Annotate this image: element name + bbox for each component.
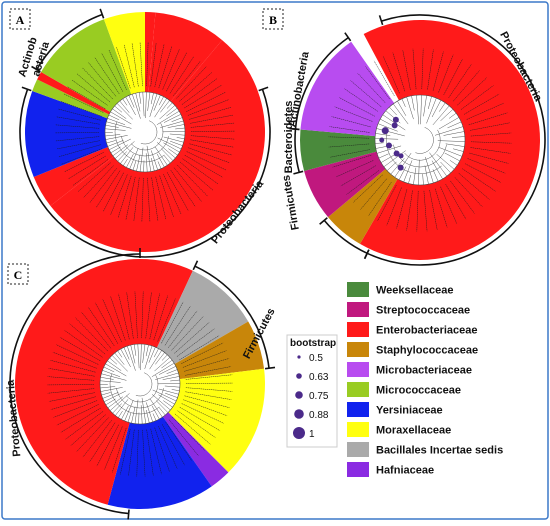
panel-a-label: A bbox=[16, 13, 25, 27]
bootstrap-value: 0.63 bbox=[309, 372, 329, 383]
legend-swatch bbox=[347, 302, 369, 317]
panel-c: C Proteobacteria Firmicutes bbox=[5, 248, 278, 519]
legend-label: Moraxellaceae bbox=[376, 425, 451, 437]
panel-b-bootstrap-node bbox=[399, 153, 404, 158]
bootstrap-circle bbox=[295, 391, 303, 399]
legend-label: Staphylococcaceae bbox=[376, 345, 478, 357]
bootstrap-circle bbox=[293, 427, 305, 439]
legend-label: Yersiniaceae bbox=[376, 405, 443, 417]
legend-label: Bacillales Incertae sedis bbox=[376, 445, 503, 457]
bootstrap-legend: bootstrap 0.5 0.63 0.75 0.88 1 bbox=[287, 335, 337, 447]
legend-swatch bbox=[347, 282, 369, 297]
legend-label: Streptococcaceae bbox=[376, 305, 470, 317]
legend-swatch bbox=[347, 402, 369, 417]
panel-b-bootstrap-node bbox=[393, 117, 399, 123]
panel-b: B Actinobacteria Proteobacteria Bacteroi… bbox=[263, 9, 545, 265]
legend-swatch bbox=[347, 442, 369, 457]
panel-b-bootstrap-node bbox=[382, 127, 389, 134]
legend-swatch bbox=[347, 322, 369, 337]
panel-b-clade-bracket bbox=[295, 129, 299, 172]
bootstrap-value: 1 bbox=[309, 429, 315, 440]
panel-b-bootstrap-node bbox=[398, 165, 404, 171]
panel-b-clade-firmicutes: Firmicutes bbox=[280, 174, 301, 231]
legend-swatch bbox=[347, 422, 369, 437]
legend-label: Microbacteriaceae bbox=[376, 365, 472, 377]
panel-c-tree-core bbox=[100, 344, 180, 424]
bootstrap-value: 0.75 bbox=[309, 391, 329, 402]
legend-label: Weeksellaceae bbox=[376, 285, 453, 297]
bootstrap-title: bootstrap bbox=[290, 338, 336, 349]
panel-a-clade-bracket-tick bbox=[100, 9, 103, 18]
legend-swatch bbox=[347, 342, 369, 357]
bootstrap-value: 0.5 bbox=[309, 353, 323, 364]
bootstrap-value: 0.88 bbox=[309, 410, 329, 421]
legend-swatch bbox=[347, 362, 369, 377]
family-legend: Weeksellaceae Streptococcaceae Enterobacte… bbox=[347, 282, 503, 477]
panel-a-tree-core bbox=[105, 92, 185, 172]
panel-b-bootstrap-node bbox=[392, 122, 398, 128]
legend-label: Micrococcaceae bbox=[376, 385, 461, 397]
panel-c-clade-bracket-tick bbox=[128, 510, 129, 520]
bootstrap-circle bbox=[294, 409, 304, 419]
panel-c-label: C bbox=[14, 268, 23, 282]
panel-b-bootstrap-node bbox=[379, 138, 384, 143]
bootstrap-circle bbox=[296, 373, 302, 379]
panel-b-bootstrap-node bbox=[386, 142, 392, 148]
panel-c-tree bbox=[10, 248, 275, 519]
panel-a: A Actinob acteria Proteobacteria bbox=[10, 9, 270, 257]
legend-label: Hafniaceae bbox=[376, 465, 434, 477]
panel-b-clade-bacteroidetes: Bacteroidetes bbox=[283, 101, 295, 174]
legend-label: Enterobacteriaceae bbox=[376, 325, 478, 337]
legend-swatch bbox=[347, 462, 369, 477]
legend-swatch bbox=[347, 382, 369, 397]
panel-b-tree-core bbox=[375, 95, 465, 185]
bootstrap-circle bbox=[297, 355, 300, 358]
panel-c-clade-bracket-tick bbox=[265, 367, 275, 368]
panel-c-clade-bracket-tick bbox=[193, 261, 197, 270]
panel-b-label: B bbox=[269, 13, 277, 27]
